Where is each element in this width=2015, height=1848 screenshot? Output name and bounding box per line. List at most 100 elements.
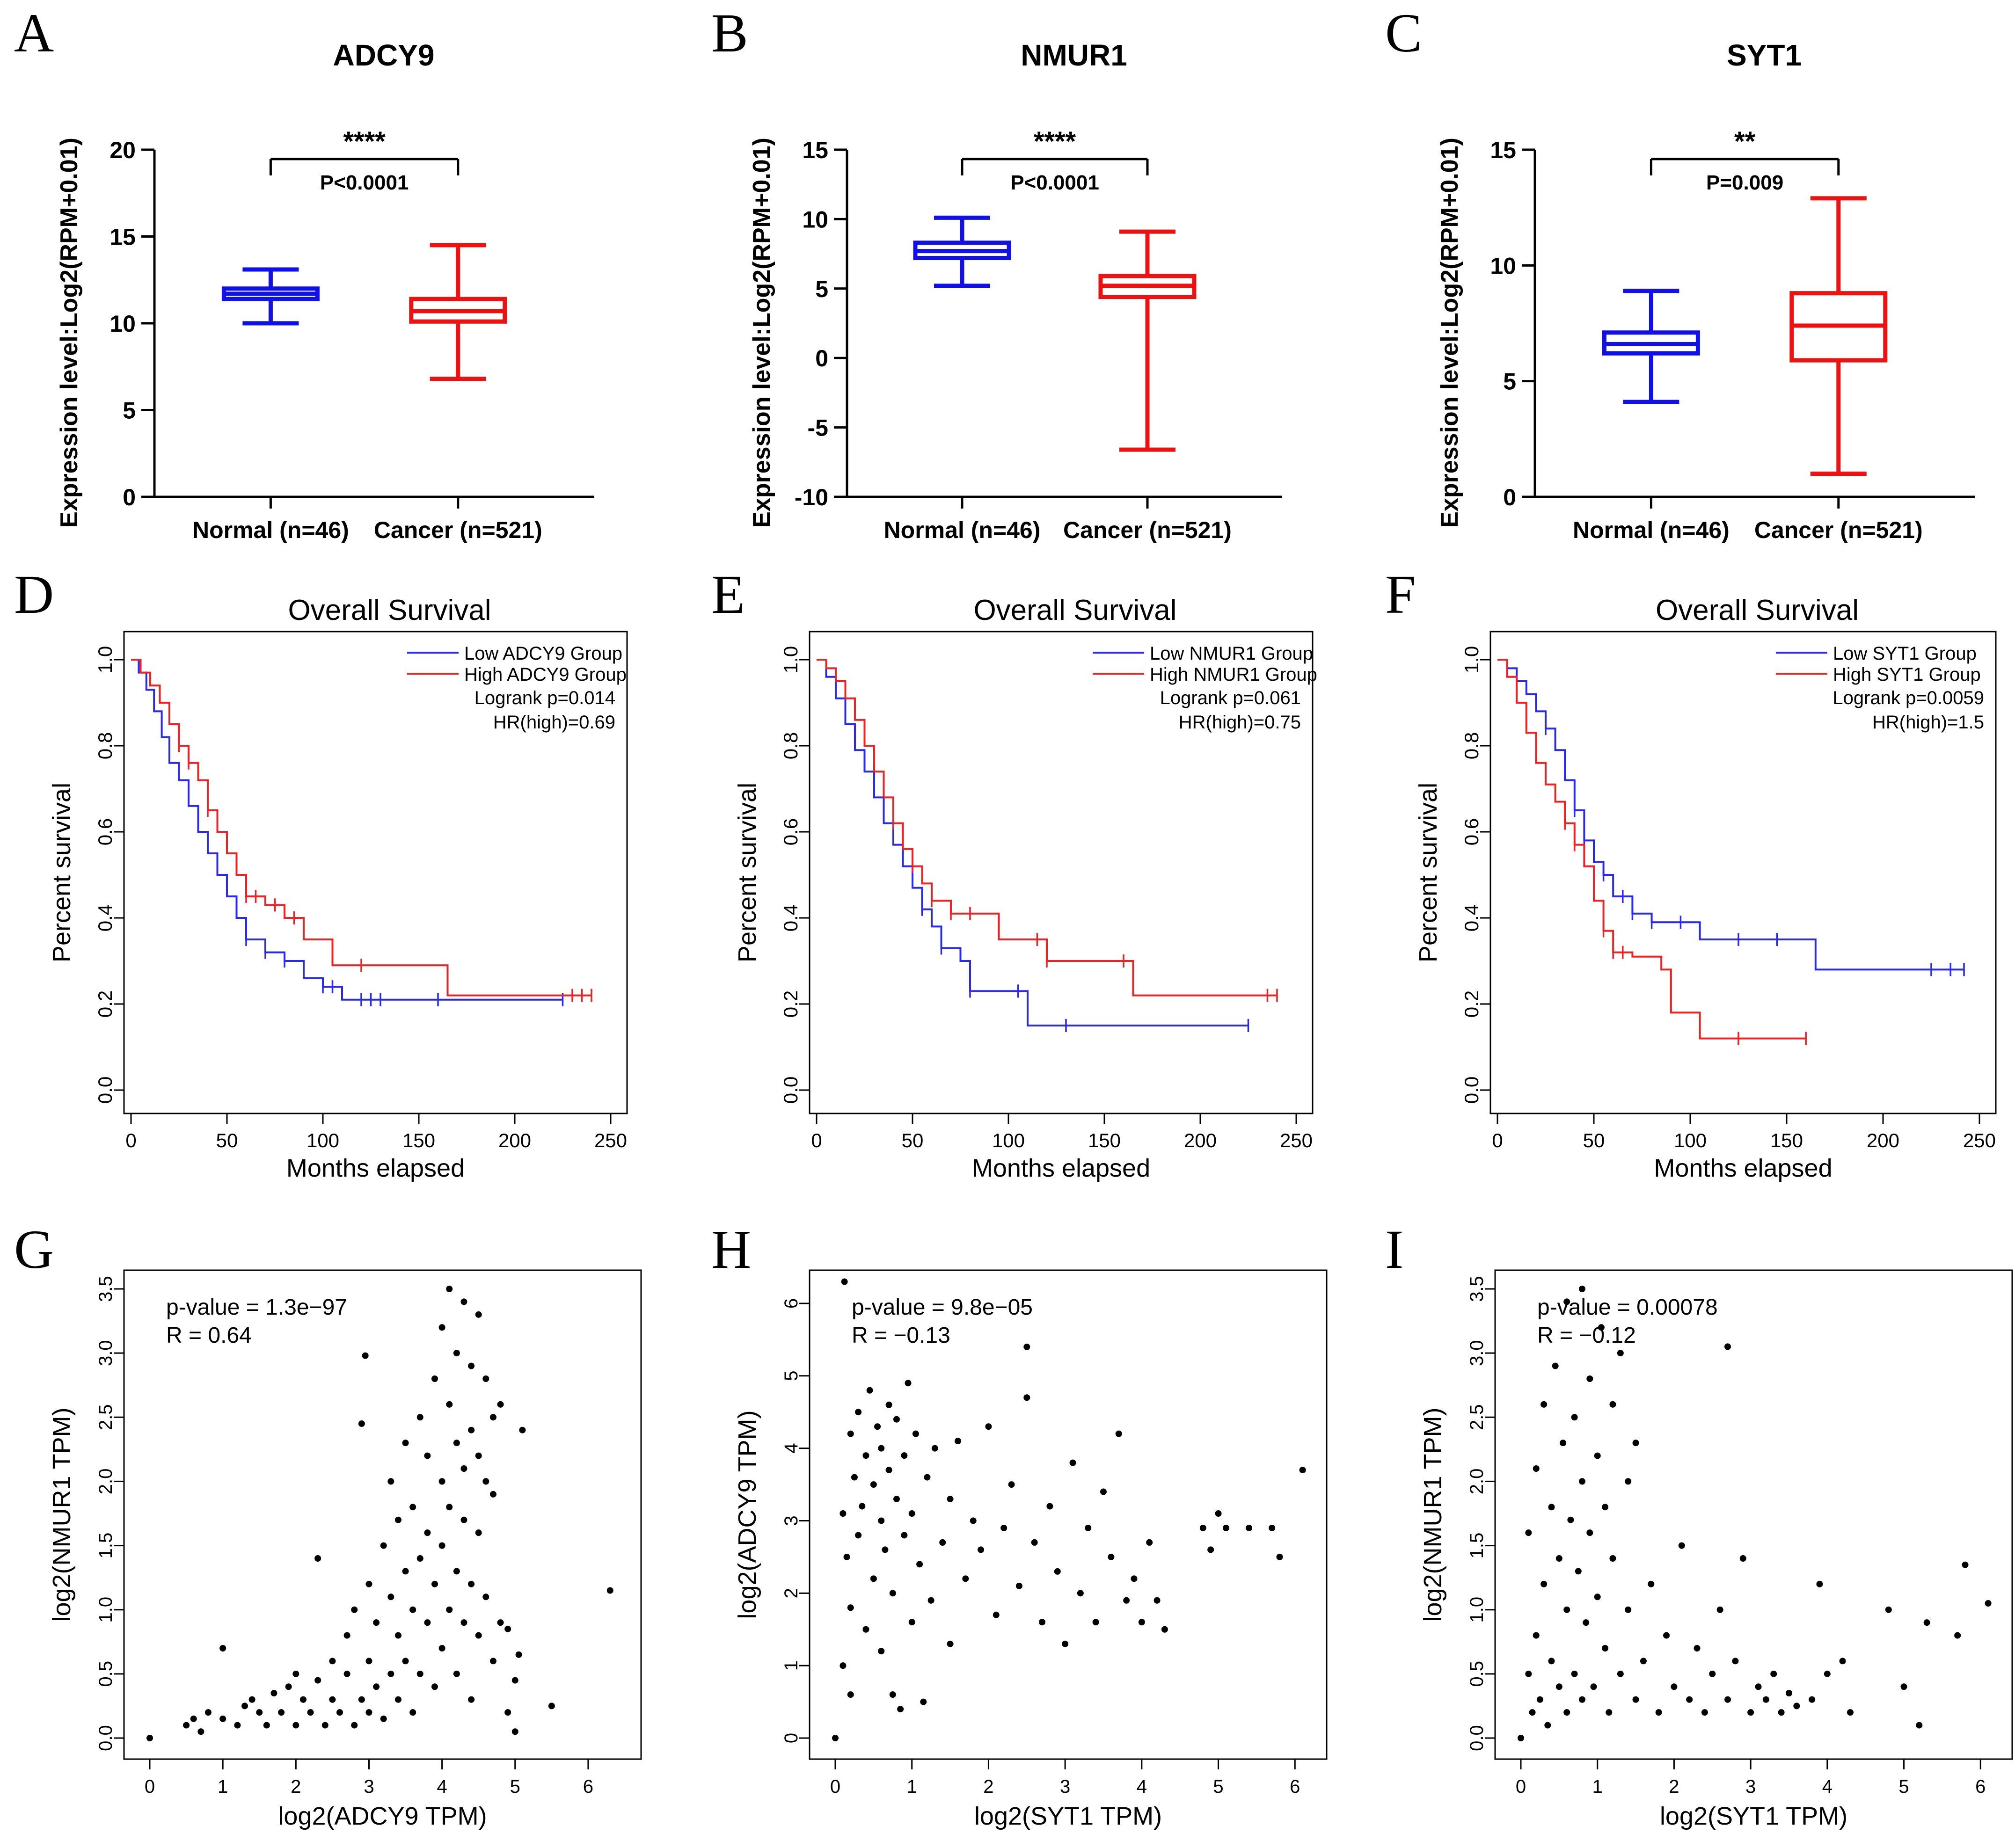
scatter-point [416,1414,423,1421]
scatter-point [475,1529,482,1536]
scatter-point [1222,1524,1229,1531]
scatter-point [1583,1619,1590,1626]
scatter-point [504,1625,511,1632]
y-tick-label: 0.2 [1460,990,1482,1018]
scatter-point [358,1696,365,1703]
scatter-point [1563,1298,1570,1305]
x-tick-label: 200 [1184,1129,1217,1151]
y-tick-label: 3 [781,1515,802,1526]
y-tick-label: 0.6 [94,818,116,845]
scatter-point [351,1722,358,1729]
scatter-point [1590,1683,1597,1690]
survival-curve-low [131,659,563,1001]
scatter-point [1785,1690,1792,1696]
scatter-point [482,1375,489,1382]
scatter-point [1062,1640,1069,1647]
scatter-point [1085,1524,1092,1531]
x-tick-label: 3 [364,1776,374,1797]
y-tick-label: 0.0 [1467,1725,1487,1751]
scatter-point [453,1350,460,1357]
scatter-point [1567,1516,1574,1523]
y-tick-label: 1.0 [94,646,116,673]
scatter-point [1640,1658,1647,1665]
scatter-point [1602,1504,1609,1511]
scatter-point [453,1670,460,1677]
x-tick-label: 6 [583,1776,593,1797]
scatter-point [329,1658,336,1665]
y-tick-label: 15 [802,137,828,163]
scatter-point [402,1440,409,1447]
scatter-point [1900,1683,1907,1690]
scatter-point [985,1423,992,1430]
scatter-point [1563,1606,1570,1613]
y-tick-label: 10 [110,311,136,337]
x-tick-label: 0 [811,1129,822,1151]
scatter-point [1985,1600,1992,1607]
scatter-point [314,1555,321,1562]
scatter-point [889,1691,896,1698]
scatter-point [1552,1362,1559,1369]
x-tick-label: 200 [1867,1129,1899,1151]
box-panel-c: SYT1 0 5 10 15 Expression level:Log2(RPM+0.01… [1436,38,1975,543]
y-axis-label: Percent survival [1414,783,1442,962]
y-tick-label: 1.0 [1467,1597,1487,1623]
y-tick-label: 0 [123,484,136,510]
scatter-point [387,1478,394,1485]
scatter-point [468,1580,475,1587]
scatter-point [497,1401,504,1408]
scatter-point [1625,1606,1632,1613]
scatter-point [1108,1553,1115,1560]
scatter-point [358,1420,365,1427]
scatter-point [882,1546,889,1553]
scatter-point [1694,1645,1701,1652]
scatter-point [1555,1683,1562,1690]
scatter-point [912,1430,919,1437]
km-panel-e: Overall Survival 0 50 100 150 200 250 0.0 0.2 0.4… [733,594,1317,1182]
scatter-point [1131,1575,1138,1582]
scatter-point [1525,1529,1532,1536]
y-tick-label: 0.8 [94,732,116,759]
x-tick-label: 6 [1975,1776,1986,1797]
y-tick-label: 0.5 [1467,1661,1487,1687]
panel-letter-g: G [14,1219,54,1280]
x-tick-label: 250 [1963,1129,1996,1151]
y-tick-label: 2.5 [1467,1404,1487,1430]
legend-logrank: Logrank p=0.014 [475,688,615,708]
scatter-point [460,1298,467,1305]
scatter-point [901,1532,908,1539]
box-normal [913,215,1011,288]
y-tick-label: 0 [781,1733,802,1743]
scatter-point [511,1728,518,1735]
x-tick-label: 50 [216,1129,238,1151]
scatter-point [862,1452,869,1459]
scatter-point [1839,1658,1846,1665]
scatter-point [446,1606,453,1613]
scatter-point [1709,1670,1716,1677]
y-tick-label: 3.5 [95,1276,116,1302]
scatter-point [402,1568,409,1575]
scatter-point [475,1632,482,1639]
x-tick-label: 100 [992,1129,1025,1151]
scatter-point [1606,1709,1613,1716]
scatter-point [1276,1553,1283,1560]
scatter-point [387,1593,394,1601]
x-tick-label: 50 [1583,1129,1605,1151]
scatter-point [409,1504,416,1511]
scatter-point [1555,1555,1562,1562]
plot-frame [123,1269,642,1760]
scatter-point [197,1728,204,1735]
y-axis-label: Expression level:Log2(RPM+0.01) [748,138,775,528]
y-tick-label: 0.8 [1460,732,1482,759]
scatter-point [204,1709,212,1716]
scatter-point [1632,1440,1639,1447]
legend-hr: HR(high)=0.75 [1179,712,1301,733]
scatter-point [321,1722,329,1729]
box-normal [221,267,320,326]
scatter-point [870,1481,877,1488]
scatter-point [329,1696,336,1703]
y-tick-label: -5 [808,415,828,441]
legend-hr: HR(high)=0.69 [493,712,615,733]
scatter-point [460,1619,467,1626]
scatter-point [409,1709,416,1716]
